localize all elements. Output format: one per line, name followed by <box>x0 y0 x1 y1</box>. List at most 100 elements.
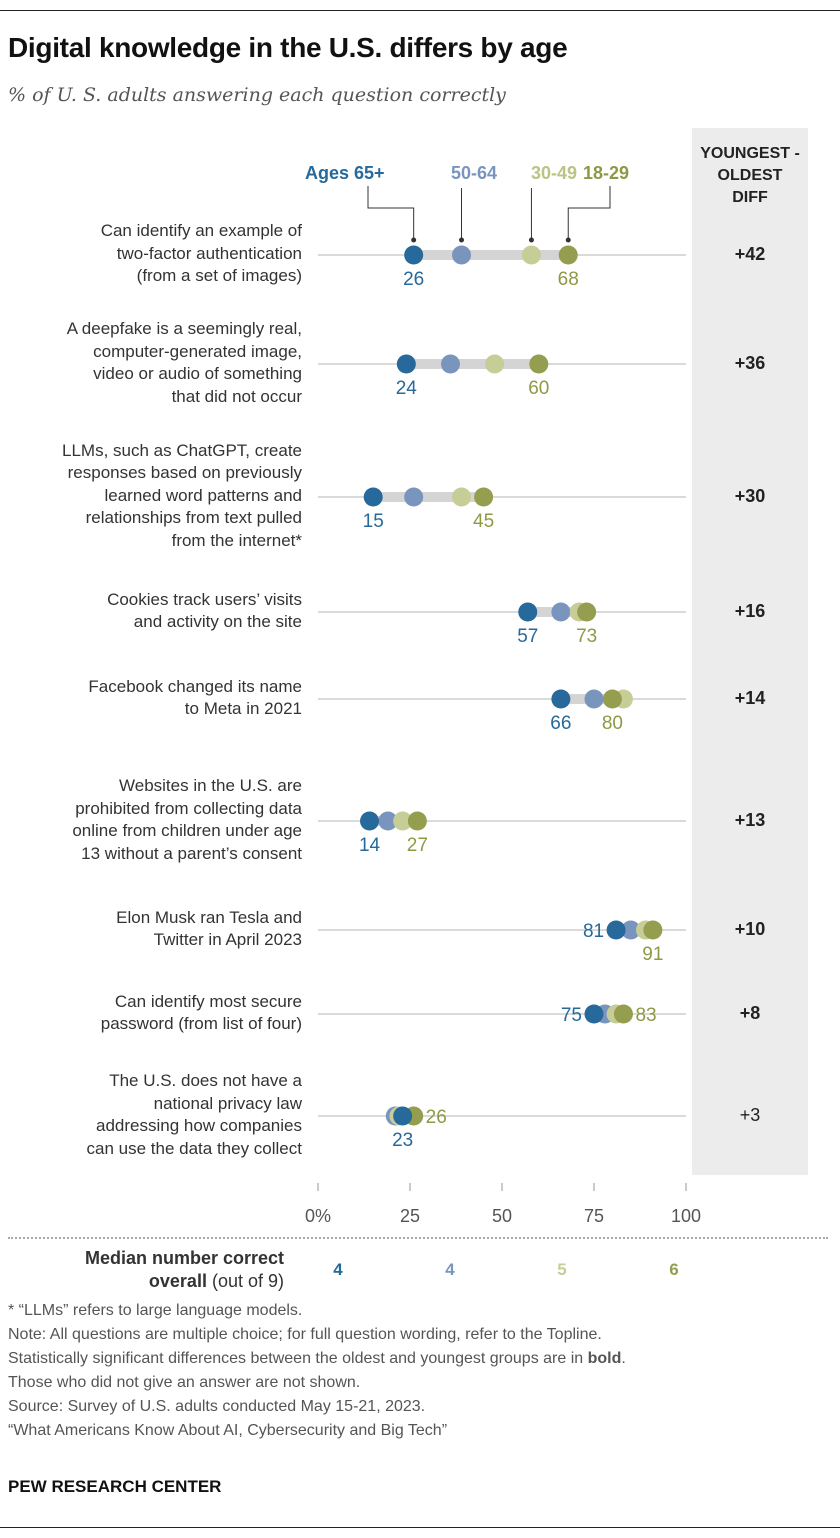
diff-value: +3 <box>739 1105 761 1125</box>
bottom-rule <box>0 1527 840 1528</box>
row-label: LLMs, such as ChatGPT, create responses b… <box>62 440 302 553</box>
dot-ages-50-64 <box>378 811 398 831</box>
legend-leader-dot <box>565 237 571 243</box>
dot-ages-18-29 <box>643 920 663 940</box>
row-label-line: password (from list of four) <box>100 1014 302 1033</box>
row-label-line: online from children under age <box>72 821 302 840</box>
value-label-ages-65-plus: 14 <box>359 835 381 856</box>
sig-end: . <box>621 1350 626 1367</box>
median-label-rest: (out of 9) <box>206 1271 284 1291</box>
row-label-line: LLMs, such as ChatGPT, create <box>62 440 302 460</box>
dot-ages-50-64 <box>621 920 641 940</box>
median-label-bold2: overall <box>148 1271 207 1291</box>
value-label-ages-18-29: 83 <box>635 1005 656 1026</box>
row-label: Elon Musk ran Tesla and Twitter in April … <box>116 907 302 952</box>
diff-header-line: OLDEST <box>717 167 783 184</box>
dot-ages-50-64 <box>404 487 424 507</box>
legend-leader-ages-65-plus <box>367 186 415 240</box>
row-label-line: Cookies track users’ visits <box>107 589 302 609</box>
value-label-ages-18-29: 68 <box>558 269 579 290</box>
row-label-line: relationships from text pulled <box>85 508 302 528</box>
legend-ages-30-49: 30-49 <box>531 163 578 183</box>
sig-text: Statistically significant differences be… <box>8 1350 588 1367</box>
median-divider <box>8 1237 828 1239</box>
value-label-ages-18-29: 80 <box>602 713 623 734</box>
chart-title: Digital knowledge in the U.S. differs by… <box>8 32 568 63</box>
median-ages-30-49: 5 <box>557 1260 567 1279</box>
row-label-line: (from a set of images) <box>136 266 302 286</box>
row-label-line: prohibited from collecting data <box>75 798 302 818</box>
row-label-line: addressing how companies <box>95 1116 302 1135</box>
legend-ages-18-29: 18-29 <box>583 163 630 183</box>
diff-header-line: YOUNGEST - <box>700 145 800 162</box>
dot-ages-30-49 <box>452 487 472 507</box>
x-axis-tick-label: 50 <box>492 1206 512 1226</box>
dot-ages-18-29 <box>407 811 427 831</box>
diff-value: +30 <box>734 486 766 506</box>
row-label: Can identify an example of two-factor aut… <box>101 220 302 288</box>
footnote-significance: Statistically significant differences be… <box>8 1350 626 1368</box>
dot-ages-18-29 <box>529 354 549 374</box>
footnote-note: Note: All questions are multiple choice;… <box>8 1326 602 1343</box>
median-ages-18-29: 6 <box>669 1260 679 1279</box>
row-label: Cookies track users’ visits and activity … <box>107 589 302 634</box>
row-label-line: Facebook changed its name <box>88 676 302 696</box>
row-label-line: A deepfake is a seemingly real, <box>66 319 302 338</box>
dot-ages-18-29 <box>558 245 578 265</box>
x-axis-tick-label: 75 <box>584 1206 604 1226</box>
row-label-line: 13 without a parent’s consent <box>81 843 302 863</box>
value-label-ages-65-plus: 23 <box>392 1130 413 1151</box>
x-axis-tick-label: 0% <box>305 1206 331 1226</box>
x-axis-tick-label: 100 <box>671 1206 701 1226</box>
dot-ages-30-49 <box>393 811 413 831</box>
chart-subtitle: % of U. S. adults answering each questio… <box>8 84 506 106</box>
dot-ages-50-64 <box>584 689 604 709</box>
dot-ages-50-64 <box>440 354 460 374</box>
value-label-ages-65-plus: 81 <box>583 921 604 942</box>
row-label-line: that did not occur <box>171 386 302 406</box>
dot-ages-65-plus <box>551 689 571 709</box>
footnote-report: “What Americans Know About AI, Cybersecu… <box>8 1422 448 1439</box>
dot-ages-30-49 <box>521 245 541 265</box>
row-label-line: to Meta in 2021 <box>184 699 302 718</box>
value-label-ages-18-29: 45 <box>473 511 494 532</box>
row-label-line: can use the data they collect <box>86 1138 302 1158</box>
dot-ages-65-plus <box>584 1004 604 1024</box>
dot-ages-30-49 <box>485 354 505 374</box>
row-label-line: Can identify an example of <box>100 221 302 241</box>
x-axis-tick-label: 25 <box>400 1206 420 1226</box>
dot-ages-65-plus <box>393 1106 413 1126</box>
row-label: Can identify most secure password (from l… <box>101 991 302 1036</box>
row-label-line: The U.S. does not have a <box>109 1071 302 1090</box>
row-label-line: computer-generated image, <box>93 341 302 361</box>
median-ages-65-plus: 4 <box>333 1260 343 1279</box>
row-label-line: Elon Musk ran Tesla and <box>116 907 302 927</box>
legend-leader-ages-18-29 <box>567 186 611 240</box>
pew-logo: PEW RESEARCH CENTER <box>8 1477 222 1496</box>
dot-ages-50-64 <box>551 602 571 622</box>
row-label-line: and activity on the site <box>133 612 302 631</box>
sig-bold: bold <box>587 1350 622 1367</box>
row-label: The U.S. does not have a national privacy… <box>87 1070 302 1160</box>
row-label-line: national privacy law <box>153 1093 302 1113</box>
legend-ages-65-plus: Ages 65+ <box>305 163 385 183</box>
diff-value: +13 <box>734 810 766 830</box>
dot-ages-65-plus <box>518 602 538 622</box>
top-rule <box>0 10 840 11</box>
dot-ages-65-plus <box>404 245 424 265</box>
diff-value: +10 <box>734 919 766 939</box>
diff-header-line: DIFF <box>732 189 768 206</box>
value-label-ages-65-plus: 57 <box>517 626 538 647</box>
row-label: Websites in the U.S. are prohibited from … <box>72 775 302 865</box>
diff-column-header: YOUNGEST - OLDEST DIFF <box>692 143 808 209</box>
value-label-ages-18-29: 60 <box>528 378 549 399</box>
footnote-no-answer: Those who did not give an answer are not… <box>8 1374 361 1391</box>
dot-ages-18-29 <box>613 1004 633 1024</box>
dot-ages-65-plus <box>363 487 383 507</box>
footnote-llm: * “LLMs” refers to large language models… <box>8 1302 303 1319</box>
row-label-line: video or audio of something <box>93 364 302 383</box>
row-label-line: two-factor authentication <box>116 243 302 263</box>
row-label-line: learned word patterns and <box>104 485 302 505</box>
diff-value: +42 <box>734 244 766 264</box>
footnote-source: Source: Survey of U.S. adults conducted … <box>8 1398 426 1415</box>
